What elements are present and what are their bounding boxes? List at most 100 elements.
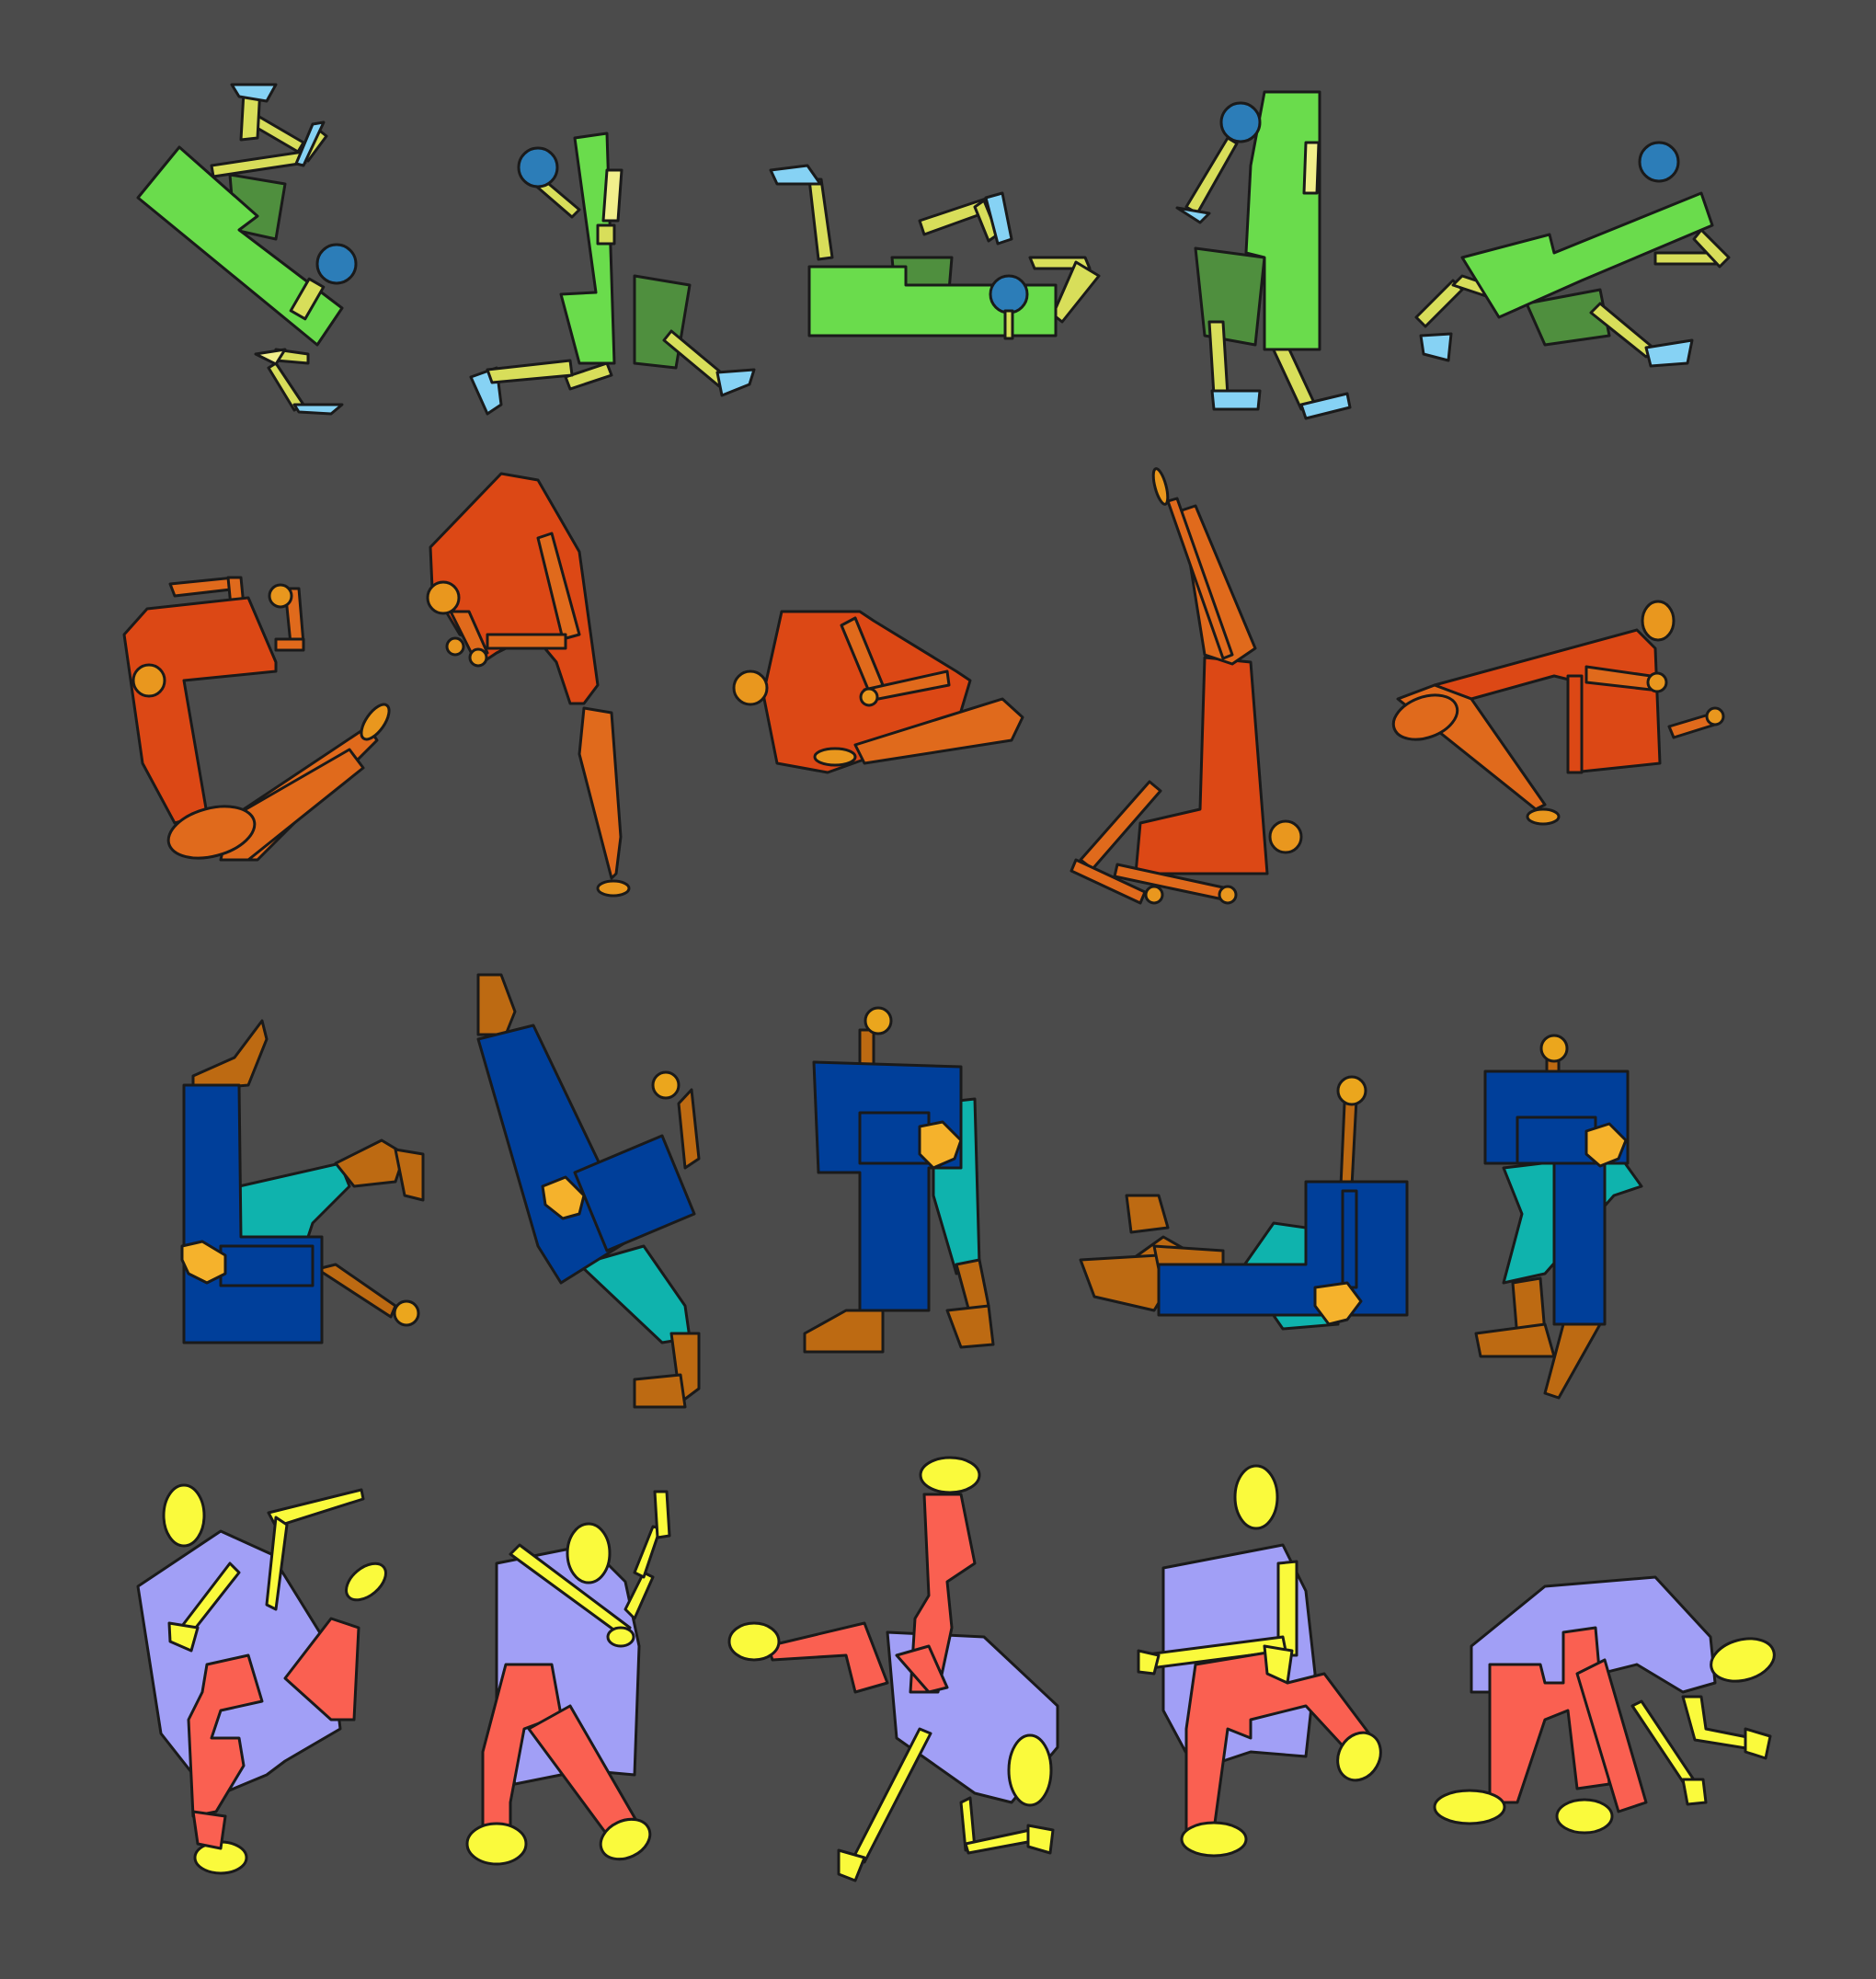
orange-figure-4	[1070, 467, 1303, 905]
green-figure-4-foot-back	[1299, 392, 1352, 420]
orange-figure-4-head	[1268, 819, 1303, 854]
green-figure-4-torso	[1244, 90, 1321, 351]
green-figure-2-arm-band	[596, 223, 616, 246]
lavender-figure-1-head	[162, 1483, 206, 1548]
orange-figure-4-leg-line	[1166, 497, 1234, 660]
green-figure-1-foot-a	[230, 83, 278, 103]
green-figure-4-leg-front	[1207, 320, 1230, 397]
blue-figure-1-head	[393, 1299, 420, 1327]
lavender-figure-1-foot-a	[345, 1561, 387, 1602]
orange-figure-4-hand-b	[1218, 885, 1238, 905]
orange-figure-2-hand-a	[445, 636, 465, 657]
lavender-figure-2-foot-b	[599, 1817, 652, 1861]
orange-figure-4-arm-b	[1070, 858, 1147, 905]
orange-figure-2-hand-b	[468, 647, 488, 668]
orange-figure-1-hand	[268, 583, 293, 609]
green-figure-5-torso	[1460, 191, 1714, 319]
green-figure-3-neck	[1003, 309, 1014, 340]
lavender-figure-5-leg-b	[1575, 1658, 1648, 1813]
green-figure-2-foot-back	[715, 368, 756, 397]
orange-figure-5-hand-b	[1646, 671, 1668, 693]
green-figure-5-foot-front	[1644, 338, 1694, 368]
lavender-figure-4-foot-b	[1336, 1731, 1382, 1782]
row-green-figures	[136, 83, 1731, 420]
blue-figure-5	[1474, 1034, 1643, 1400]
green-figure-5-head	[1638, 141, 1680, 183]
lavender-figure-4-hand-b	[1263, 1644, 1294, 1685]
lavender-figure-2-arm-d	[653, 1490, 671, 1539]
lavender-figure-2-arm-b	[623, 1571, 655, 1620]
green-figure-1-hand	[292, 403, 344, 416]
lavender-figure-3	[727, 1456, 1059, 1882]
lavender-figure-3-foot-left	[727, 1621, 781, 1662]
green-figure-1-head	[315, 243, 358, 285]
orange-figure-3	[732, 610, 1024, 774]
blue-figure-4-head	[1336, 1075, 1367, 1106]
orange-figure-5-hand	[1705, 706, 1725, 726]
orange-figure-1-knee	[166, 805, 257, 860]
green-figure-1-arm2	[267, 361, 305, 412]
row-orange-figures	[122, 467, 1725, 905]
blue-figure-3-neck	[858, 1028, 875, 1069]
lavender-figure-1-legs	[187, 1653, 264, 1818]
blue-figure-2-hand	[541, 1175, 586, 1220]
lavender-figure-1-leg-right	[283, 1617, 360, 1722]
green-figure-1-neck	[289, 277, 326, 321]
lavender-figure-3-arm-a	[852, 1727, 932, 1864]
orange-figure-5-head	[1641, 600, 1676, 642]
lavender-figure-4-head	[1233, 1464, 1279, 1530]
lavender-figure-3-hand-b	[1026, 1824, 1055, 1855]
lavender-figure-1-hand	[167, 1621, 200, 1653]
green-figure-1	[136, 83, 358, 416]
blue-figure-3-foot-a	[803, 1309, 885, 1354]
green-figure-3-head	[989, 274, 1029, 315]
lavender-figure-3-hand-a	[837, 1848, 866, 1882]
orange-figure-2	[426, 472, 631, 898]
lavender-figure-5-head	[1710, 1637, 1776, 1683]
lavender-figure-2-arm-a	[509, 1543, 632, 1639]
green-figure-1-torso	[136, 145, 344, 347]
green-figure-5-skirt	[1525, 288, 1611, 347]
green-figure-4-hand	[1175, 206, 1211, 224]
blue-figure-3-foot-b	[945, 1304, 995, 1349]
green-figure-3	[769, 164, 1101, 340]
lavender-figure-1	[136, 1483, 387, 1875]
lavender-figure-5-hand-b	[1744, 1727, 1772, 1760]
blue-figure-3	[803, 1006, 995, 1354]
orange-figure-2-arm-left	[449, 610, 489, 659]
lavender-figure-3-head	[1007, 1733, 1053, 1807]
green-figure-3-foot-right	[984, 191, 1013, 246]
orange-figure-1-arm-right2	[274, 637, 305, 652]
green-figure-3-torso	[807, 265, 1058, 337]
blue-figure-2-foot-top	[476, 973, 517, 1036]
orange-figure-1-foot	[360, 703, 391, 741]
lavender-figure-1-leg-low	[191, 1810, 227, 1850]
blue-figure-2-leg	[677, 1088, 701, 1170]
orange-figure-3-head	[732, 669, 769, 706]
blue-figure-2-head	[651, 1070, 681, 1100]
green-figure-4-skirt	[1194, 246, 1266, 347]
lavender-figure-2-legs	[481, 1663, 563, 1836]
blue-figure-4	[1079, 1075, 1409, 1331]
orange-figure-4-hand-a	[1144, 885, 1164, 905]
blue-figure-5-head	[1539, 1034, 1569, 1063]
blue-figure-4-foot	[1125, 1194, 1170, 1234]
orange-figure-2-arm-upper	[536, 532, 581, 641]
orange-figure-4-foot	[1151, 467, 1170, 506]
lavender-figure-1-arm-b	[265, 1516, 289, 1611]
green-figure-2	[469, 132, 756, 416]
orange-figure-5-arm-a	[1566, 674, 1584, 774]
green-figure-2-torso	[559, 132, 616, 365]
lavender-figure-2-head	[566, 1522, 612, 1584]
blue-figure-1-foot-a	[394, 1148, 425, 1202]
blue-figure-1-arm	[219, 1244, 315, 1287]
lavender-figure-2	[465, 1490, 671, 1866]
blue-figure-3-hand	[918, 1120, 963, 1170]
green-figure-2-shin	[486, 359, 574, 384]
blue-figure-1-hand	[180, 1240, 227, 1285]
orange-figure-5-thigh	[1391, 693, 1459, 741]
green-figure-5-arm2	[1692, 228, 1731, 269]
green-figure-2-leg-front	[564, 361, 613, 391]
green-figure-4	[1175, 90, 1352, 420]
row-lavender-figures	[136, 1456, 1776, 1882]
